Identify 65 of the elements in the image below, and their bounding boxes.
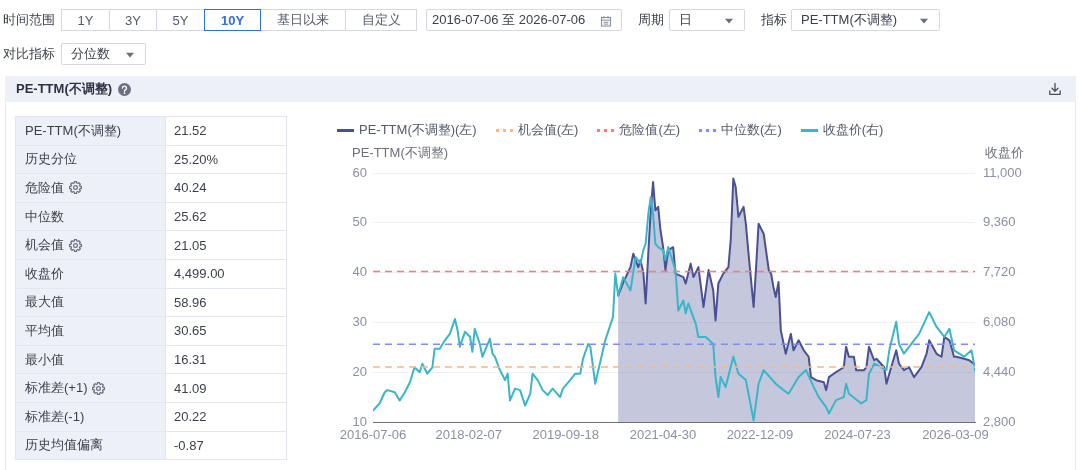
range-button[interactable]: 1Y xyxy=(61,9,110,31)
text: 周期 xyxy=(638,11,664,29)
x-tick-label: 2018-02-07 xyxy=(435,427,503,443)
text: 中位数 xyxy=(25,207,64,226)
y-tick-label: 20 xyxy=(352,363,367,379)
y-tick-label: 30 xyxy=(352,313,367,329)
text: 平均值 xyxy=(25,321,64,340)
y-tick-label: 50 xyxy=(352,214,367,230)
range-button[interactable]: 基日以来 xyxy=(260,9,346,31)
text: 指标 xyxy=(761,11,787,29)
range-button[interactable]: 3Y xyxy=(109,9,157,31)
text: PE-TTM(不调整) xyxy=(16,80,113,98)
legend-label: PE-TTM(不调整)(左) xyxy=(359,121,477,139)
range-button[interactable]: 10Y xyxy=(204,9,261,31)
text: 25.62 xyxy=(174,209,207,225)
text: 危险值 xyxy=(25,179,64,197)
text: 4,499.00 xyxy=(174,266,225,282)
x-tick-label: 2016-07-06 xyxy=(339,427,407,443)
y2-tick-label: 6,080 xyxy=(983,313,1016,329)
text: 16.31 xyxy=(174,352,207,368)
text: 40.24 xyxy=(174,180,207,196)
x-tick-label: 2026-03-09 xyxy=(922,427,989,443)
text: 25.20% xyxy=(174,151,219,167)
y-tick-label: 10 xyxy=(352,413,367,429)
x-tick-label: 2024-07-23 xyxy=(824,427,891,443)
dropdown[interactable]: 分位数 xyxy=(61,43,146,65)
text: 最小值 xyxy=(25,350,64,369)
legend-label: 收盘价(右) xyxy=(822,121,884,139)
text: 时间范围 xyxy=(3,11,55,29)
text: -0.87 xyxy=(174,437,204,453)
text: 30.65 xyxy=(174,323,207,339)
y2-tick-label: 9,360 xyxy=(983,214,1016,230)
y2-tick-label: 11,000 xyxy=(983,164,1022,180)
text: 41.09 xyxy=(174,380,207,396)
text: 对比指标 xyxy=(3,45,55,63)
y-axis-title: PE-TTM(不调整) xyxy=(352,144,449,160)
y2-tick-label: 4,440 xyxy=(983,363,1016,379)
text: 历史分位 xyxy=(25,150,77,169)
y-tick-label: 40 xyxy=(352,264,367,280)
text: 收盘价 xyxy=(25,264,64,283)
x-tick-label: 2019-09-18 xyxy=(532,427,599,443)
text: 58.96 xyxy=(174,294,207,310)
range-button[interactable]: 自定义 xyxy=(345,9,417,31)
text: PE-TTM(不调整) xyxy=(25,121,122,140)
text: 21.05 xyxy=(174,237,207,253)
y2-axis-title: 收盘价 xyxy=(985,144,1024,160)
legend-label: 机会值(左) xyxy=(517,121,579,139)
range-button[interactable]: 5Y xyxy=(156,9,205,31)
y2-tick-label: 7,720 xyxy=(983,264,1016,280)
text: 历史均值偏离 xyxy=(25,436,103,455)
x-tick-label: 2021-04-30 xyxy=(629,427,697,443)
text: 20.22 xyxy=(174,409,207,425)
legend-label: 危险值(左) xyxy=(619,121,681,139)
dropdown[interactable]: PE-TTM(不调整) xyxy=(791,9,940,31)
date-range-field[interactable]: 2016-07-06 至 2026-07-06 xyxy=(426,9,622,31)
text: 21.52 xyxy=(174,123,207,139)
legend-label: 中位数(左) xyxy=(721,121,782,139)
text: 最大值 xyxy=(25,293,64,312)
x-tick-label: 2022-12-09 xyxy=(726,427,794,443)
y2-tick-label: 2,800 xyxy=(983,413,1016,429)
text: 标准差(-1) xyxy=(25,407,85,426)
dropdown[interactable]: 日 xyxy=(669,9,745,31)
text: 机会值 xyxy=(25,236,64,255)
text: 标准差(+1) xyxy=(25,379,88,398)
y-tick-label: 60 xyxy=(352,164,367,180)
